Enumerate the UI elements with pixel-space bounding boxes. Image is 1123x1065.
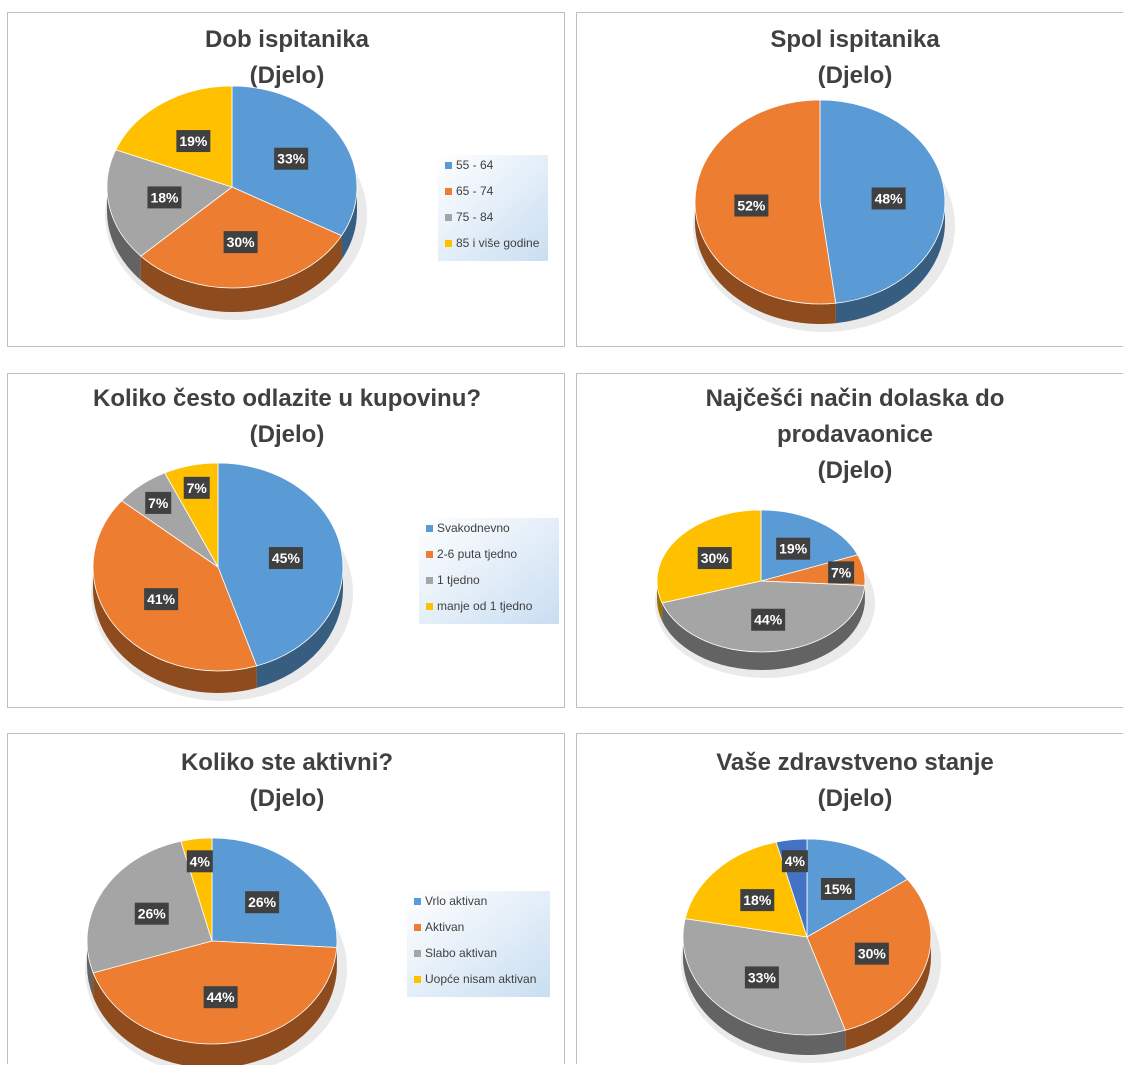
legend-swatch (445, 214, 452, 221)
legend-swatch (445, 188, 452, 195)
legend-item-uopce-nisam-aktivan: Uopće nisam aktivan (425, 972, 536, 986)
data-label: 19% (179, 133, 208, 149)
chart-title: prodavaonice (777, 421, 933, 448)
data-label: 7% (831, 564, 852, 580)
legend-item-85-i-vise-godine: 85 i više godine (456, 236, 540, 250)
legend-item-75-84: 75 - 84 (456, 210, 494, 224)
legend-item-1-tjedno: 1 tjedno (437, 573, 480, 587)
legend-item-svakodnevno: Svakodnevno (437, 521, 510, 535)
chart-title: Dob ispitanika (205, 26, 370, 53)
chart-title: Koliko ste aktivni? (181, 749, 393, 776)
chart-svg: Koliko često odlazite u kupovinu? (Djelo)… (8, 374, 566, 709)
chart-title: Koliko često odlazite u kupovinu? (93, 385, 481, 412)
data-label: 44% (207, 989, 236, 1005)
legend-swatch (414, 950, 421, 957)
legend-item-aktivan: Aktivan (425, 920, 464, 934)
chart-title: Vaše zdravstveno stanje (716, 749, 993, 776)
chart-svg: Koliko ste aktivni? (Djelo) 26% 44% 26% 4% Vrl… (8, 734, 566, 1065)
legend-swatch (426, 577, 433, 584)
chart-title: (Djelo) (250, 785, 325, 812)
data-label: 26% (248, 894, 277, 910)
data-label: 30% (701, 550, 730, 566)
legend-swatch (426, 525, 433, 532)
data-label: 45% (272, 550, 301, 566)
chart-svg: Spol ispitanika(Djelo)48%52%MuškiŽenski (577, 13, 1123, 348)
legend-item-65-74: 65 - 74 (456, 184, 494, 198)
data-label: 33% (748, 969, 777, 985)
data-label: 48% (875, 190, 904, 206)
data-label: 4% (785, 853, 806, 869)
data-label: 15% (824, 881, 853, 897)
data-label: 18% (150, 189, 179, 205)
legend-swatch (414, 898, 421, 905)
data-label: 4% (190, 853, 211, 869)
data-label: 33% (277, 151, 306, 167)
chart-title: (Djelo) (818, 785, 893, 812)
legend-item-manje-od-1-tjedno: manje od 1 tjedno (437, 599, 533, 613)
chart-panel-activity: Koliko ste aktivni? (Djelo) 26% 44% 26% 4% Vrl… (7, 733, 565, 1064)
chart-svg: Dob ispitanika (Djelo) 33% 30% 18% 19% 55 - 64… (8, 13, 566, 348)
chart-panel-health: Vaše zdravstveno stanje (Djelo) 15% 30% 33% 1… (576, 733, 1123, 1064)
legend-swatch (414, 924, 421, 931)
legend-item-55-64: 55 - 64 (456, 158, 494, 172)
chart-panel-gender: Spol ispitanika(Djelo)48%52%MuškiŽenski (576, 12, 1123, 347)
chart-svg: Najčešći način dolaska do prodavaonice (Dj… (577, 374, 1123, 709)
chart-svg: Vaše zdravstveno stanje (Djelo) 15% 30% 33% 1… (577, 734, 1123, 1065)
data-label: 30% (858, 946, 887, 962)
chart-title: (Djelo) (250, 421, 325, 448)
chart-title: Najčešći način dolaska do (706, 385, 1005, 412)
legend-item-2-6-puta-tjedno: 2-6 puta tjedno (437, 547, 517, 561)
legend-swatch (426, 551, 433, 558)
chart-panel-age: Dob ispitanika (Djelo) 33% 30% 18% 19% 55 - 64… (7, 12, 565, 347)
data-label: 44% (754, 612, 783, 628)
data-label: 18% (743, 892, 772, 908)
data-label: 7% (187, 480, 208, 496)
legend-swatch (445, 240, 452, 247)
chart-title: (Djelo) (250, 62, 325, 89)
data-label: 30% (227, 234, 256, 250)
data-label: 19% (779, 541, 808, 557)
legend-swatch (414, 976, 421, 983)
legend-item-slabo-aktivan: Slabo aktivan (425, 946, 497, 960)
legend-swatch (445, 162, 452, 169)
data-label: 52% (737, 198, 766, 214)
data-label: 41% (147, 591, 176, 607)
data-label: 7% (148, 495, 169, 511)
legend-swatch (426, 603, 433, 610)
chart-title: (Djelo) (818, 62, 893, 89)
chart-panel-shopping-frequency: Koliko često odlazite u kupovinu? (Djelo)… (7, 373, 565, 708)
legend-item-vrlo-aktivan: Vrlo aktivan (425, 894, 487, 908)
chart-title: Spol ispitanika (770, 26, 940, 53)
chart-panel-travel-mode: Najčešći način dolaska do prodavaonice (Dj… (576, 373, 1123, 708)
data-label: 26% (138, 906, 167, 922)
chart-title: (Djelo) (818, 457, 893, 484)
